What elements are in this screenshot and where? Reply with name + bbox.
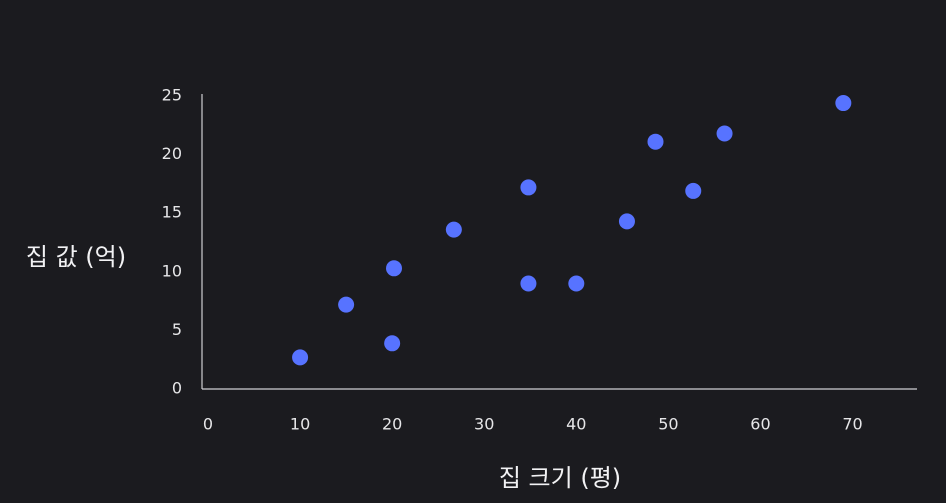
scatter-point	[520, 275, 537, 292]
y-axis-title: 집 값 (억)	[26, 243, 126, 271]
scatter-point	[292, 349, 309, 366]
scatter-point	[685, 182, 702, 199]
scatter-point	[568, 275, 585, 292]
scatter-point	[338, 296, 355, 313]
scatter-point	[647, 133, 664, 150]
y-tick-label: 5	[172, 320, 182, 339]
scatter-point	[445, 221, 462, 238]
x-tick-label: 30	[474, 415, 494, 434]
scatter-point	[716, 125, 733, 142]
x-tick-label: 10	[290, 415, 310, 434]
x-tick-labels: 0 10 20 30 40 50 60 70	[203, 415, 863, 434]
data-points	[292, 95, 852, 366]
scatter-point	[385, 260, 402, 277]
x-tick-label: 20	[382, 415, 402, 434]
x-tick-label: 50	[658, 415, 678, 434]
y-tick-label: 20	[162, 144, 182, 163]
y-tick-label: 25	[162, 86, 182, 105]
x-tick-label: 70	[842, 415, 862, 434]
x-axis-title: 집 크기 (평)	[499, 464, 621, 492]
scatter-point	[835, 95, 852, 112]
y-tick-labels: 0 5 10 15 20 25	[162, 86, 182, 398]
x-tick-label: 40	[566, 415, 586, 434]
y-tick-label: 15	[162, 203, 182, 222]
x-tick-label: 60	[750, 415, 770, 434]
y-tick-label: 0	[172, 379, 182, 398]
scatter-point	[384, 335, 401, 352]
y-tick-label: 10	[162, 261, 182, 280]
x-tick-label: 0	[203, 415, 213, 434]
scatter-point	[520, 179, 537, 196]
scatter-point	[618, 213, 635, 230]
